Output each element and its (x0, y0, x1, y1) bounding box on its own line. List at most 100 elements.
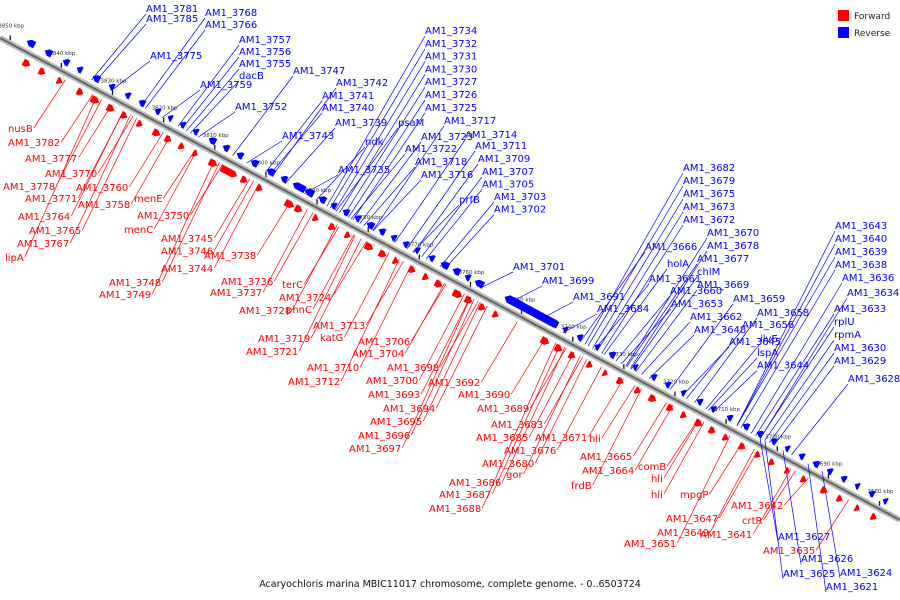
leader-line (634, 405, 674, 471)
leader-line (681, 346, 730, 397)
forward-gene (491, 310, 499, 318)
gene-label-katg: katG (320, 333, 343, 344)
reverse-gene (378, 228, 387, 236)
reverse-genes (26, 39, 889, 505)
gene-label-am1-3680: AM1_3680 (482, 459, 534, 470)
leader-line (584, 172, 684, 345)
gene-label-am1-3662: AM1_3662 (690, 312, 742, 323)
reverse-gene (680, 389, 687, 397)
leader-line (421, 176, 483, 258)
leader-line (298, 235, 356, 352)
leader-line (601, 384, 636, 439)
gene-label-am1-3666: AM1_3666 (645, 242, 697, 253)
reverse-gene (318, 196, 328, 205)
leader-line (632, 401, 668, 457)
leader-line (736, 243, 836, 426)
reverse-gene (26, 39, 37, 49)
axis-tick-label: 3750 kbp (510, 297, 536, 303)
reverse-gene (826, 468, 834, 476)
forward-gene (633, 386, 641, 394)
leader-line (55, 99, 102, 187)
gene-label-am1-3690: AM1_3690 (458, 390, 510, 401)
gene-label-phnc: phnC (286, 305, 312, 316)
axis-tick-label: 3770 kbp (407, 243, 433, 249)
gene-label-am1-3782: AM1_3782 (8, 138, 60, 149)
leader-line (676, 435, 731, 544)
gene-label-am1-3757: AM1_3757 (239, 35, 291, 46)
leader-line (33, 79, 66, 129)
gene-label-am1-3640: AM1_3640 (835, 234, 887, 245)
gene-label-am1-3750: AM1_3750 (137, 211, 189, 222)
leader-line (686, 329, 743, 399)
gene-label-am1-3698: AM1_3698 (387, 363, 439, 374)
gene-label-am1-3717: AM1_3717 (444, 116, 496, 127)
leader-line (335, 127, 399, 212)
leader-line (70, 110, 124, 217)
axis-tick-label: 3800 kbp (254, 160, 280, 166)
leader-line (181, 56, 240, 129)
reverse-gene (696, 398, 704, 406)
reverse-gene (154, 108, 162, 116)
gene-label-am1-3749: AM1_3749 (99, 290, 151, 301)
gene-label-psam: psaM (398, 118, 424, 129)
forward-gene (311, 214, 319, 222)
reverse-gene (784, 445, 791, 453)
forward-gene (151, 128, 161, 137)
reverse-gene (608, 351, 617, 360)
gene-label-lspa: lspA (757, 348, 778, 359)
legend-forward-label: Forward (854, 12, 890, 22)
gene-label-terc: terC (282, 280, 303, 291)
forward-gene (239, 175, 248, 184)
forward-gene (679, 411, 687, 419)
axis-tick-label: 3780 kbp (356, 215, 382, 221)
gene-label-am1-3756: AM1_3756 (239, 47, 291, 58)
leader-line (213, 178, 251, 239)
forward-gene (55, 76, 63, 84)
gene-label-am1-3743: AM1_3743 (282, 131, 334, 142)
gene-label-am1-3693: AM1_3693 (368, 390, 420, 401)
gene-label-mene: menE (134, 194, 163, 205)
gene-label-crtr: crtR (742, 516, 763, 527)
leader-line (603, 268, 668, 355)
leader-line (344, 253, 390, 338)
leader-line (435, 305, 488, 409)
axis-tick-label: 3680 kbp (868, 489, 894, 495)
gene-label-am1-3699: AM1_3699 (542, 276, 594, 287)
reverse-gene (304, 188, 316, 198)
leader-line (750, 282, 843, 434)
reverse-gene (92, 75, 102, 84)
gene-label-rplu: rplU (834, 317, 855, 328)
reverse-gene (770, 438, 778, 446)
forward-gene (255, 184, 263, 192)
leader-line (97, 116, 134, 174)
forward-gene (585, 360, 593, 368)
reverse-gene (208, 137, 218, 146)
leader-line (264, 100, 323, 174)
gene-label-am1-3718: AM1_3718 (415, 157, 467, 168)
forward-gene (835, 494, 843, 502)
forward-gene (219, 164, 238, 178)
axis-tick-label: 3790 kbp (305, 188, 331, 194)
leader-line (365, 260, 404, 326)
leader-line (94, 23, 147, 83)
gene-label-am1-3737: AM1_3737 (210, 288, 262, 299)
gene-label-am1-3658: AM1_3658 (757, 308, 809, 319)
leader-line (694, 317, 758, 404)
gene-label-am1-3687: AM1_3687 (439, 490, 491, 501)
gene-label-hli: hli (589, 434, 601, 445)
gene-label-am1-3744: AM1_3744 (161, 264, 213, 275)
leader-line (418, 293, 465, 381)
reverse-gene (882, 498, 889, 505)
leader-line (413, 163, 479, 253)
leader-line (81, 118, 137, 231)
gene-label-am1-3624: AM1_3624 (840, 568, 892, 579)
gene-label-comb: comB (638, 462, 666, 473)
reverse-gene (266, 168, 277, 177)
reverse-gene (366, 221, 376, 230)
gene-label-am1-3726: AM1_3726 (425, 90, 477, 101)
gene-label-am1-3672: AM1_3672 (683, 215, 735, 226)
gene-label-am1-3712: AM1_3712 (288, 377, 340, 388)
leader-line (372, 179, 422, 232)
forward-gene (191, 149, 198, 157)
gene-label-am1-3724: AM1_3724 (279, 293, 331, 304)
